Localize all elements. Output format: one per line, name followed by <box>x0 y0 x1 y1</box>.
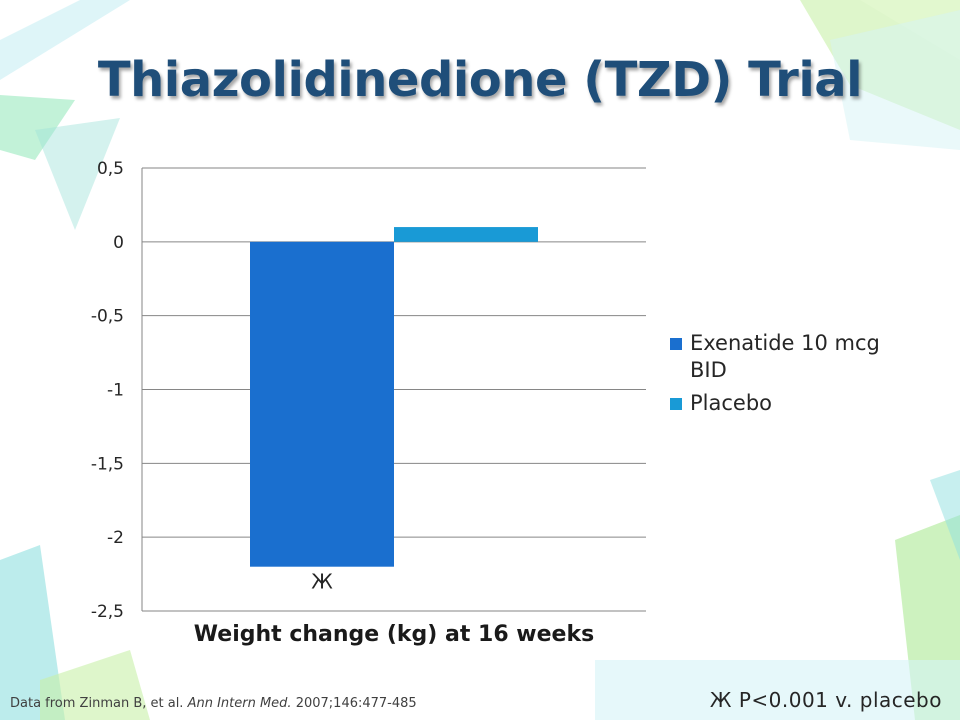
legend-label-placebo: Placebo <box>690 391 773 415</box>
y-axis-ticks: 0,5 0 -0,5 -1 -1,5 -2 -2,5 <box>91 159 124 622</box>
decor-shape <box>0 95 75 160</box>
y-tick-label: -1 <box>107 381 124 401</box>
decor-shape <box>40 650 150 720</box>
legend-swatch-exenatide <box>670 338 682 350</box>
decor-shape <box>830 10 960 150</box>
citation-details: 2007;146:477-485 <box>291 696 417 711</box>
y-tick-label: 0,5 <box>97 159 124 179</box>
legend-swatch-placebo <box>670 398 682 410</box>
significance-note: Ж P<0.001 v. placebo <box>709 688 942 712</box>
y-tick-label: -2 <box>107 528 124 548</box>
citation-journal: Ann Intern Med. <box>187 696 292 711</box>
decor-shape <box>0 0 130 80</box>
source-citation: Data from Zinman B, et al. Ann Intern Me… <box>10 696 417 711</box>
y-tick-label: -2,5 <box>91 602 124 622</box>
bars: Ж <box>250 227 538 594</box>
citation-text: Data from Zinman B, et al. <box>10 696 188 711</box>
y-tick-label: -1,5 <box>91 454 124 474</box>
legend-item-exenatide: Exenatide 10 mcg BID <box>668 330 918 384</box>
legend-label-exenatide: Exenatide 10 mcg BID <box>690 331 880 382</box>
y-tick-label: -0,5 <box>91 307 124 327</box>
legend-item-placebo: Placebo <box>668 390 918 417</box>
bar-annotation: Ж <box>311 570 333 594</box>
y-tick-label: 0 <box>113 233 124 253</box>
decor-shape <box>930 470 960 560</box>
decor-shape <box>0 545 65 720</box>
page-title: Thiazolidinedione (TZD) Trial <box>97 52 863 108</box>
bar-exenatide-10-mcg-bid <box>250 241 394 567</box>
x-axis-label: Weight change (kg) at 16 weeks <box>194 622 594 647</box>
decor-shape <box>595 660 960 720</box>
decor-shape <box>35 118 120 230</box>
chart-legend: Exenatide 10 mcg BID Placebo <box>668 330 918 423</box>
bar-placebo <box>394 227 538 242</box>
